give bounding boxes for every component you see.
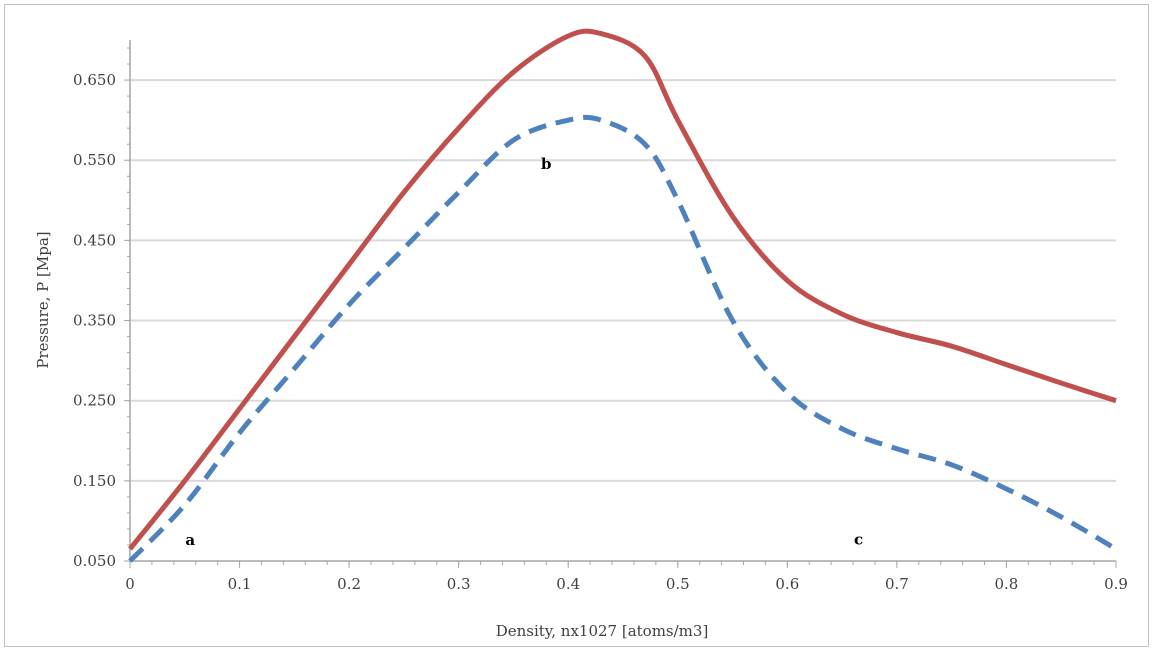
gridlines: [130, 79, 1116, 482]
x-tick-label: 0.4: [556, 575, 580, 593]
x-axis-title: Density, nx1027 [atoms/m3]: [496, 622, 709, 640]
y-tick-label: 0.150: [73, 472, 116, 490]
y-axis-title: Pressure, P [Mpa]: [34, 231, 52, 368]
y-tick-label: 0.350: [73, 312, 116, 330]
annotation-label: c: [854, 530, 863, 548]
x-tick-label: 0.8: [995, 575, 1019, 593]
y-tick-label: 0.250: [73, 392, 116, 410]
x-tick-label: 0.6: [775, 575, 799, 593]
x-tick-label: 0: [125, 575, 135, 593]
series-group: [128, 28, 1118, 563]
y-tick-label: 0.050: [73, 552, 116, 570]
x-tick-label: 0.7: [885, 575, 909, 593]
x-tick-label: 0.9: [1104, 575, 1128, 593]
y-tick-label: 0.550: [73, 151, 116, 169]
annotations: a b c: [185, 155, 863, 549]
annotation-label: a: [185, 531, 195, 549]
annotation-label: b: [541, 155, 552, 173]
y-tick-label: 0.650: [73, 71, 116, 89]
y-tick-label: 0.450: [73, 231, 116, 249]
series-line-dashed: [128, 114, 1118, 563]
x-tick-label: 0.1: [228, 575, 252, 593]
series-line-solid: [128, 28, 1117, 551]
x-tick-label: 0.3: [447, 575, 471, 593]
axes: 0.050 0.150 0.250 0.350 0.450 0.550 0.650 0 0.1 0…: [73, 40, 1128, 593]
chart-frame: [4, 4, 1149, 647]
x-tick-label: 0.2: [337, 575, 361, 593]
x-tick-label: 0.5: [666, 575, 690, 593]
